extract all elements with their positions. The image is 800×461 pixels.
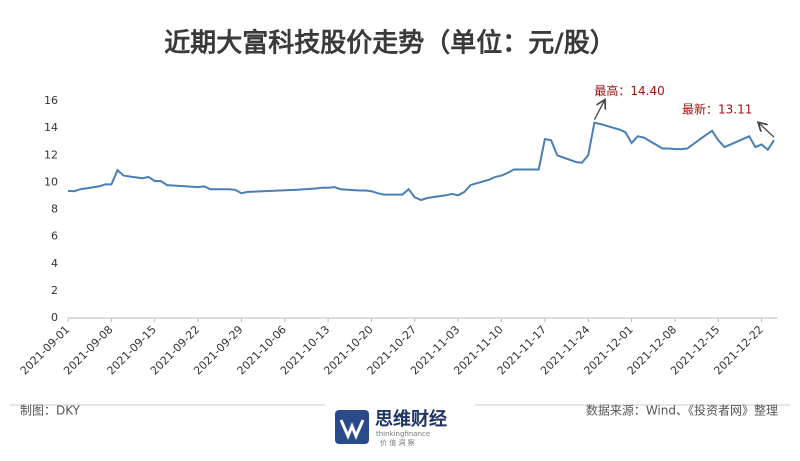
y-tick-label: 14 bbox=[44, 121, 58, 134]
price-line bbox=[67, 121, 775, 202]
y-tick-label: 12 bbox=[44, 148, 58, 161]
logo-mark bbox=[339, 419, 365, 440]
y-tick-label: 4 bbox=[51, 257, 58, 270]
maker: 制图：DKY bbox=[20, 404, 81, 418]
annotation-max: 最高：14.40 bbox=[594, 83, 664, 98]
y-tick-label: 16 bbox=[44, 94, 58, 107]
logo-sub: thinkingfinance bbox=[376, 430, 430, 438]
annotation-latest: 最新：13.11 bbox=[682, 102, 752, 117]
annotation-arrow bbox=[759, 123, 775, 138]
y-tick-label: 10 bbox=[44, 175, 58, 188]
logo-slogan: 价 值 洞 察 bbox=[380, 438, 415, 447]
logo: 思维财经 thinkingfinance 价 值 洞 察 bbox=[335, 408, 447, 447]
y-tick-label: 6 bbox=[51, 230, 58, 243]
y-tick-label: 8 bbox=[51, 203, 58, 216]
y-tick-label: 2 bbox=[51, 284, 58, 297]
logo-name: 思维财经 bbox=[375, 408, 447, 430]
chart-title: 近期大富科技股价走势（单位：元/股） bbox=[164, 28, 616, 59]
source: 数据来源：Wind、《投资者网》整理 bbox=[586, 403, 778, 418]
annotation-arrow bbox=[593, 101, 604, 121]
y-tick-label: 0 bbox=[51, 311, 58, 324]
